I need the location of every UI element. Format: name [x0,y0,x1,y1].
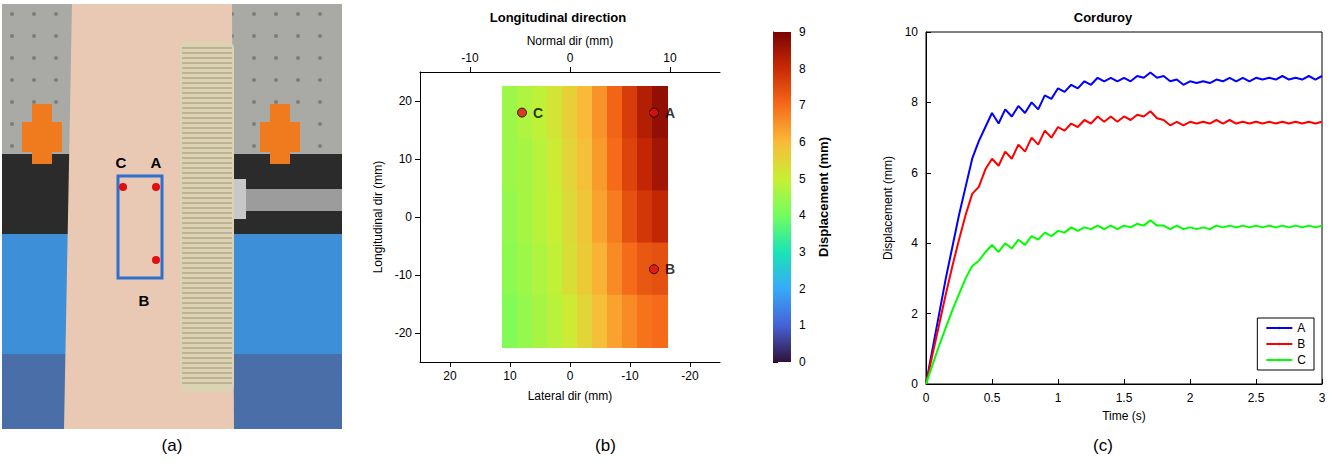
svg-text:7: 7 [799,98,806,112]
svg-text:0: 0 [567,369,574,383]
svg-text:-20: -20 [681,369,699,383]
svg-text:20: 20 [443,369,457,383]
svg-text:0.5: 0.5 [984,391,1001,405]
svg-text:-10: -10 [621,369,639,383]
svg-text:A: A [665,105,675,121]
svg-text:5: 5 [799,172,806,186]
svg-text:1: 1 [799,318,806,332]
svg-text:6: 6 [799,135,806,149]
html-text:(b): (b) [595,436,616,455]
svg-text:2: 2 [799,282,806,296]
svg-text:Longitudinal dir (mm): Longitudinal dir (mm) [371,161,385,274]
svg-text:C: C [533,105,543,121]
svg-text:9: 9 [799,25,806,39]
svg-text:-10: -10 [395,268,413,282]
svg-text:B: B [1297,337,1305,351]
svg-text:2: 2 [1187,391,1194,405]
svg-text:20: 20 [399,94,413,108]
svg-text:2: 2 [911,307,918,321]
svg-text:1.5: 1.5 [1116,391,1133,405]
svg-text:6: 6 [911,166,918,180]
svg-text:4: 4 [799,208,806,222]
svg-text:8: 8 [911,95,918,109]
svg-text:3: 3 [1319,391,1326,405]
svg-text:10: 10 [503,369,517,383]
svg-text:4: 4 [911,236,918,250]
svg-text:-20: -20 [395,326,413,340]
svg-text:0: 0 [923,391,930,405]
svg-text:Time (s): Time (s) [1102,409,1146,423]
svg-text:-10: -10 [461,51,479,65]
svg-text:B: B [665,261,675,277]
svg-text:Displacement (mm): Displacement (mm) [881,156,895,260]
html-text:(a): (a) [161,436,183,455]
svg-text:2.5: 2.5 [1248,391,1265,405]
svg-text:Corduroy: Corduroy [1074,10,1133,25]
svg-text:3: 3 [799,245,806,259]
svg-text:Longitudinal direction: Longitudinal direction [490,10,627,25]
svg-text:Normal dir (mm): Normal dir (mm) [527,34,614,48]
html-text:(c): (c) [1093,436,1113,455]
svg-text:0: 0 [911,377,918,391]
svg-text:A: A [1297,321,1305,335]
svg-text:Displacement (mm): Displacement (mm) [816,137,831,257]
svg-text:C: C [1297,353,1306,367]
svg-text:8: 8 [799,62,806,76]
svg-text:C: C [116,154,127,171]
svg-text:1: 1 [1055,391,1062,405]
svg-text:0: 0 [567,51,574,65]
svg-text:Lateral dir (mm): Lateral dir (mm) [528,389,613,403]
svg-text:10: 10 [663,51,677,65]
svg-text:B: B [139,292,150,309]
svg-text:A: A [151,154,162,171]
svg-text:0: 0 [405,210,412,224]
svg-text:10: 10 [399,152,413,166]
svg-text:0: 0 [799,355,806,369]
svg-text:10: 10 [905,25,919,39]
